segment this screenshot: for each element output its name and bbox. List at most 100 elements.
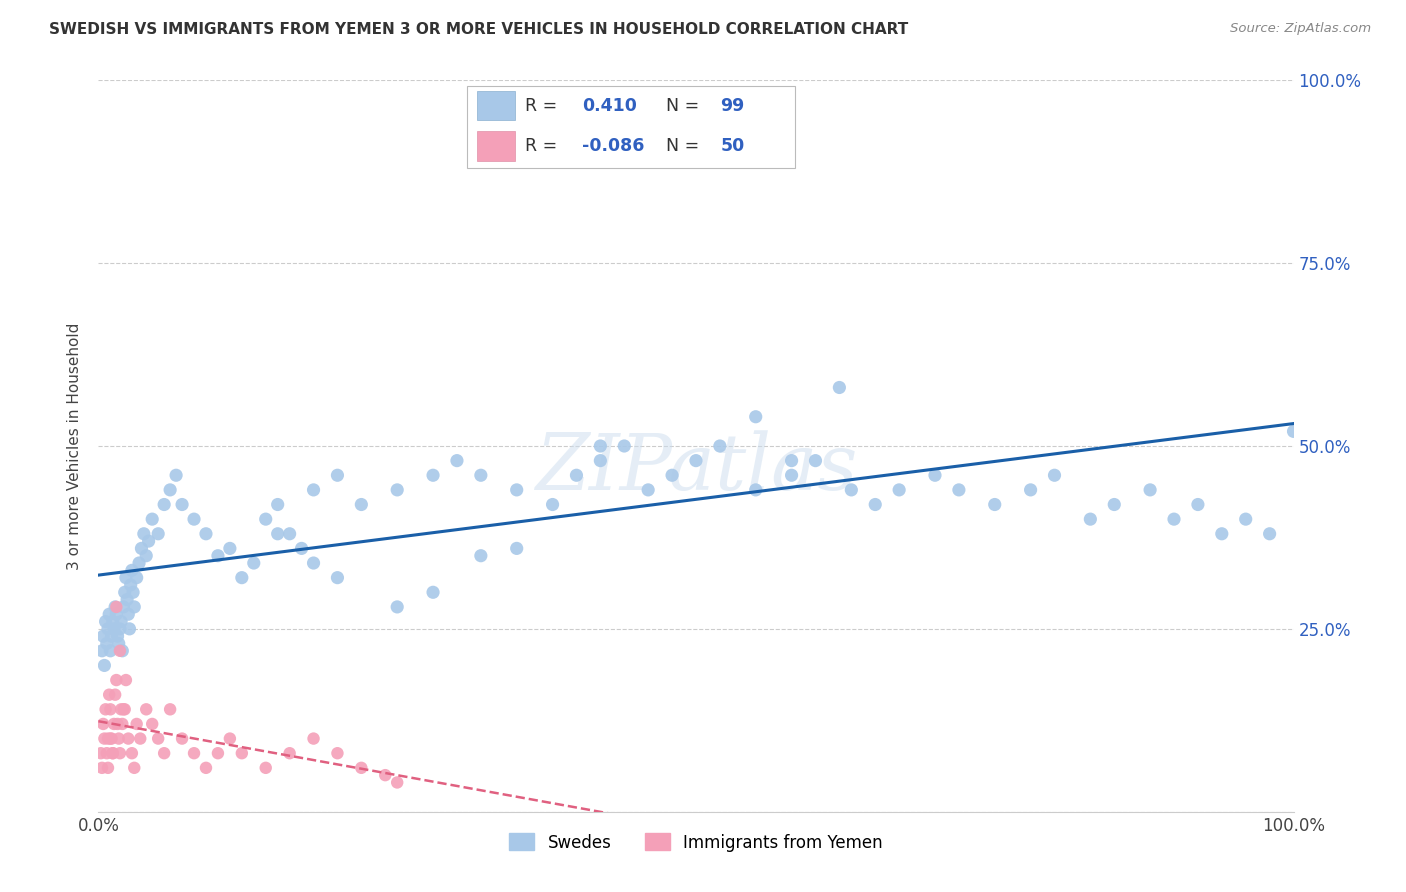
- Point: [120, 578, 142, 592]
- Point: [219, 541, 242, 556]
- Point: [350, 498, 373, 512]
- Point: [114, 585, 136, 599]
- Y-axis label: 3 or more Vehicles in Household: 3 or more Vehicles in Household: [67, 322, 83, 570]
- Point: [153, 498, 176, 512]
- Point: [661, 468, 683, 483]
- Point: [278, 526, 301, 541]
- Point: [172, 498, 194, 512]
- Point: [121, 563, 143, 577]
- Point: [422, 585, 444, 599]
- Point: [278, 746, 301, 760]
- Point: [110, 702, 132, 716]
- Point: [745, 483, 768, 497]
- Point: [115, 673, 138, 687]
- Point: [129, 731, 152, 746]
- Point: [745, 409, 768, 424]
- Point: [125, 571, 148, 585]
- Point: [91, 761, 114, 775]
- Point: [470, 549, 492, 563]
- Point: [889, 483, 911, 497]
- Point: [105, 599, 128, 614]
- Point: [100, 629, 122, 643]
- Point: [326, 746, 349, 760]
- Point: [108, 746, 131, 760]
- Point: [97, 761, 120, 775]
- Point: [107, 731, 129, 746]
- Point: [114, 702, 136, 716]
- Point: [98, 702, 122, 716]
- Point: [195, 526, 218, 541]
- Point: [115, 571, 138, 585]
- Point: [98, 731, 122, 746]
- Point: [98, 688, 121, 702]
- Point: [96, 636, 118, 650]
- Point: [107, 717, 129, 731]
- Point: [148, 526, 170, 541]
- Point: [121, 746, 143, 760]
- Point: [207, 746, 229, 760]
- Text: N =: N =: [666, 96, 700, 114]
- Point: [124, 761, 146, 775]
- Text: R =: R =: [524, 137, 557, 155]
- Text: 0.410: 0.410: [582, 96, 637, 114]
- Point: [107, 636, 129, 650]
- Point: [101, 746, 124, 760]
- Point: [243, 556, 266, 570]
- Point: [195, 761, 218, 775]
- Point: [125, 717, 148, 731]
- Point: [91, 717, 114, 731]
- Point: [948, 483, 970, 497]
- Point: [159, 702, 181, 716]
- FancyBboxPatch shape: [478, 131, 515, 161]
- Point: [98, 607, 121, 622]
- Point: [207, 549, 229, 563]
- Point: [117, 607, 139, 622]
- Point: [231, 571, 253, 585]
- Text: Source: ZipAtlas.com: Source: ZipAtlas.com: [1230, 22, 1371, 36]
- Point: [326, 571, 349, 585]
- Point: [865, 498, 887, 512]
- Point: [326, 468, 349, 483]
- Point: [589, 453, 612, 467]
- Point: [1080, 512, 1102, 526]
- Point: [108, 644, 131, 658]
- Point: [110, 615, 132, 629]
- Point: [111, 644, 134, 658]
- Text: SWEDISH VS IMMIGRANTS FROM YEMEN 3 OR MORE VEHICLES IN HOUSEHOLD CORRELATION CHA: SWEDISH VS IMMIGRANTS FROM YEMEN 3 OR MO…: [49, 22, 908, 37]
- Point: [132, 526, 155, 541]
- Point: [385, 599, 409, 614]
- Point: [1258, 526, 1281, 541]
- Text: N =: N =: [666, 137, 700, 155]
- Point: [112, 702, 135, 716]
- Point: [267, 526, 290, 541]
- Point: [111, 717, 134, 731]
- Point: [385, 775, 409, 789]
- Point: [1139, 483, 1161, 497]
- Point: [780, 453, 803, 467]
- Point: [685, 453, 707, 467]
- Point: [96, 746, 118, 760]
- Point: [91, 644, 114, 658]
- Point: [254, 512, 277, 526]
- Point: [101, 615, 124, 629]
- Point: [93, 731, 115, 746]
- Point: [153, 746, 176, 760]
- FancyBboxPatch shape: [467, 87, 794, 168]
- Point: [141, 512, 163, 526]
- Point: [131, 541, 153, 556]
- Point: [1104, 498, 1126, 512]
- Point: [100, 731, 122, 746]
- Point: [93, 658, 115, 673]
- Point: [115, 592, 138, 607]
- Point: [183, 746, 205, 760]
- Point: [804, 453, 827, 467]
- Point: [422, 468, 444, 483]
- Point: [589, 439, 612, 453]
- Point: [302, 556, 325, 570]
- Point: [219, 731, 242, 746]
- Point: [841, 483, 863, 497]
- Point: [637, 483, 659, 497]
- Point: [122, 585, 145, 599]
- Point: [135, 702, 157, 716]
- Point: [924, 468, 946, 483]
